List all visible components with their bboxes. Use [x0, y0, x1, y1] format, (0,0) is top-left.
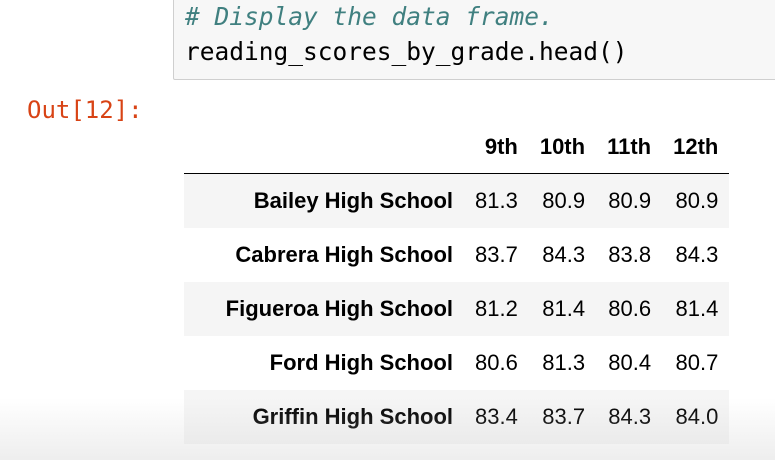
table-cell: 80.7 [675, 350, 719, 375]
column-header: 11th [596, 120, 663, 174]
dataframe-table: 9th 10th 11th 12th Bailey High School 81… [184, 120, 730, 444]
row-index-label: Figueroa High School [225, 296, 453, 321]
table-cell: 84.3 [675, 242, 719, 267]
table-cell: 80.6 [475, 350, 518, 375]
table-cell: 83.7 [475, 242, 518, 267]
table-cell: 81.3 [542, 350, 586, 375]
table-row: Figueroa High School 81.2 81.4 80.6 81.4 [184, 282, 730, 336]
table-cell: 84.0 [675, 404, 719, 429]
table-cell: 81.3 [475, 188, 518, 213]
row-index-label: Bailey High School [253, 188, 453, 213]
table-cell: 83.8 [608, 242, 652, 267]
table-cell: 84.3 [608, 404, 652, 429]
column-header: 10th [528, 120, 597, 174]
row-index-label: Griffin High School [252, 404, 453, 429]
code-statement: reading_scores_by_grade.head() [185, 37, 628, 66]
table-cell: 81.2 [475, 296, 518, 321]
column-header: 9th [464, 120, 529, 174]
code-comment: # Display the data frame. [185, 2, 554, 31]
row-index-label: Ford High School [269, 350, 453, 375]
table-row: Ford High School 80.6 81.3 80.4 80.7 [184, 336, 730, 390]
table-row: Cabrera High School 83.7 84.3 83.8 84.3 [184, 228, 730, 282]
table-row: Griffin High School 83.4 83.7 84.3 84.0 [184, 390, 730, 444]
column-header: 12th [662, 120, 730, 174]
row-index-label: Cabrera High School [235, 242, 453, 267]
index-header [184, 120, 464, 174]
table-cell: 81.4 [675, 296, 719, 321]
table-cell: 80.9 [675, 188, 719, 213]
table-cell: 83.4 [475, 404, 518, 429]
table-cell: 80.9 [608, 188, 652, 213]
table-cell: 80.6 [608, 296, 652, 321]
table-header-row: 9th 10th 11th 12th [184, 120, 730, 174]
table-cell: 83.7 [542, 404, 586, 429]
table-cell: 80.4 [608, 350, 652, 375]
table-cell: 80.9 [542, 188, 586, 213]
code-cell-input[interactable]: # Display the data frame. reading_scores… [173, 0, 775, 80]
output-prompt: Out[12]: [27, 96, 143, 124]
table-cell: 81.4 [542, 296, 586, 321]
table-row: Bailey High School 81.3 80.9 80.9 80.9 [184, 173, 730, 228]
table-cell: 84.3 [542, 242, 586, 267]
